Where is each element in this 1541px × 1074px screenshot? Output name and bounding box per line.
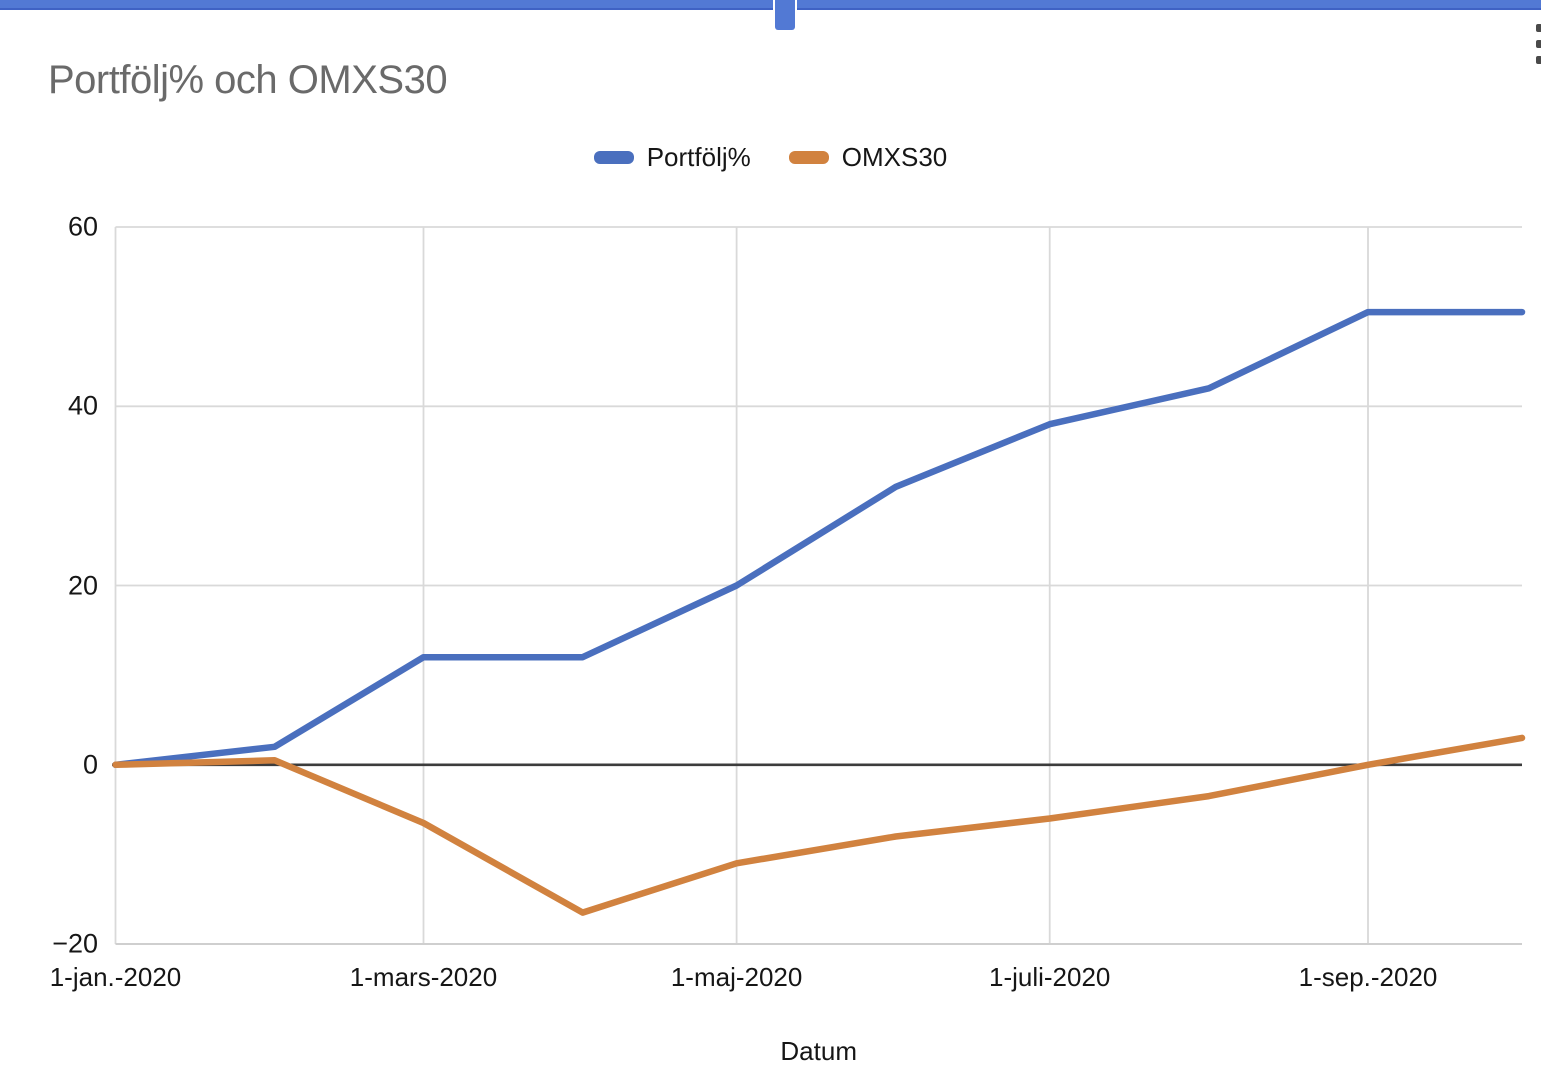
legend-swatch-portfolj: [593, 150, 634, 164]
y-tick-label: 40: [67, 390, 98, 421]
legend-swatch-omxs30: [788, 150, 829, 164]
legend-label-omxs30: OMXS30: [841, 141, 948, 172]
legend-item-omxs30[interactable]: OMXS30: [788, 141, 948, 173]
x-tick-label: 1-mars-2020: [349, 962, 498, 992]
x-axis-title: Datum: [780, 1036, 857, 1066]
y-tick-label: 0: [82, 749, 98, 780]
y-tick-label: −20: [52, 928, 98, 959]
y-tick-label: 20: [67, 570, 98, 600]
legend-label-portfolj: Portfölj%: [646, 141, 751, 172]
series-line-omxs30: [112, 734, 1526, 916]
x-tick-label: 1-jan.-2020: [49, 962, 182, 992]
chart-title: Portfölj% och OMXS30: [48, 58, 448, 102]
selection-bar-left: [0, 0, 773, 10]
y-tick-label: 60: [67, 211, 98, 242]
x-tick-label: 1-maj-2020: [670, 962, 803, 992]
selection-bar-right: [797, 0, 1541, 10]
x-tick-label: 1-juli-2020: [988, 962, 1111, 992]
series-line-portfolj: [112, 308, 1526, 769]
legend-item-portfolj[interactable]: Portfölj%: [593, 141, 751, 173]
x-tick-label: 1-sep.-2020: [1298, 962, 1438, 992]
chart-legend: Portfölj% OMXS30: [0, 142, 1541, 172]
chart-resize-handle-icon[interactable]: [775, 0, 795, 30]
